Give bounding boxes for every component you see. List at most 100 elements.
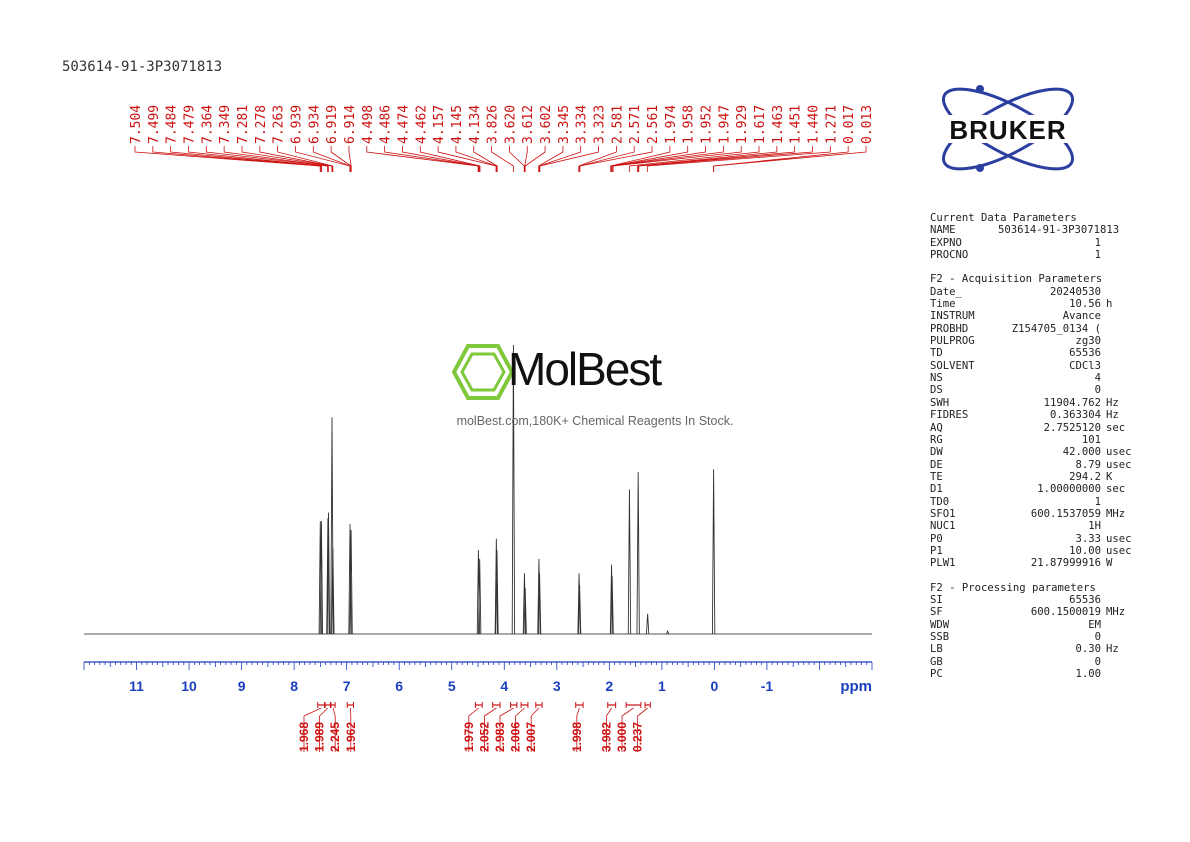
x-tick-label: 5: [448, 678, 456, 694]
peak-label: 1.440: [638, 105, 822, 172]
logo-text: BRUKER: [949, 115, 1066, 145]
bruker-logo: BRUKER: [924, 85, 1092, 172]
integral-value: 2.052: [477, 722, 491, 752]
param-row: GB 0: [930, 656, 1150, 668]
peak-label: 1.929: [612, 105, 750, 172]
peak-label: 0.013: [713, 105, 875, 172]
param-key: SI: [930, 593, 943, 606]
param-key: WDW: [930, 618, 950, 631]
param-value: Z154705_0134 (: [1011, 322, 1101, 335]
spectrum-peak: [627, 489, 632, 635]
spectrum-peak: [537, 573, 542, 635]
peak-label: 3.334: [538, 105, 590, 172]
param-unit: [1101, 520, 1106, 532]
param-unit: usec: [1106, 532, 1132, 545]
param-unit: sec: [1106, 421, 1126, 434]
spectrum-peak: [319, 521, 324, 635]
current-params-list: NAME 503614-91-3P3071813 EXPNO 1 PROCNO 1: [930, 224, 1150, 261]
spectrum-peak: [495, 550, 499, 635]
integral-region: 2.245: [328, 702, 342, 752]
peak-label-text: 3.826: [486, 105, 501, 144]
integral-value: 2.007: [524, 722, 538, 752]
peak-label-text: 4.498: [361, 105, 376, 144]
spectrum-peak: [577, 584, 582, 635]
param-value: 2.7525120: [1043, 421, 1101, 434]
sample-name: 503614-91-3P3071813: [62, 59, 223, 75]
spectrum-peak: [645, 613, 650, 635]
x-tick-label: -1: [761, 678, 774, 694]
peak-label-text: 1.974: [664, 105, 679, 144]
peak-label: 4.134: [468, 105, 498, 172]
param-row: PULPROG zg30: [930, 335, 1150, 347]
integral-group: 1.968 1.989 2.245 1.962 1.979 2.052 2.983 2.006…: [297, 702, 651, 752]
param-value: 10.56: [1069, 298, 1101, 311]
x-tick-label: 11: [129, 678, 144, 694]
peak-label-text: 3.620: [503, 105, 518, 144]
peak-label: 1.947: [611, 105, 732, 172]
param-row: WDW EM: [930, 619, 1150, 631]
spectrum-peak: [331, 547, 335, 635]
peak-label-text: 7.364: [200, 105, 215, 144]
peak-label: 4.486: [379, 105, 480, 172]
param-key: D1: [930, 483, 943, 496]
integral-region: 1.968: [297, 702, 326, 752]
peak-label-text: 6.934: [307, 105, 322, 144]
param-unit: [1101, 224, 1106, 236]
param-key: TD0: [930, 495, 950, 508]
param-key: AQ: [930, 421, 943, 434]
param-unit: [1101, 372, 1106, 384]
spectrum-peak: [609, 564, 614, 635]
peak-label: 7.364: [200, 105, 328, 172]
acquisition-parameters-panel: Current Data Parameters NAME 503614-91-3P…: [930, 212, 1150, 680]
param-row: SSB 0: [930, 631, 1150, 643]
x-tick-label: 4: [500, 678, 508, 694]
peak-label: 4.474: [396, 105, 480, 172]
param-unit: [1101, 323, 1106, 335]
processing-params-list: SI 65536 SF 600.1500019 MHz WDW EM SSB 0 LB 0.30 Hz…: [930, 594, 1150, 680]
peak-label: 3.323: [539, 105, 608, 172]
param-row: P1 10.00 usec: [930, 545, 1150, 557]
param-unit: [1101, 347, 1106, 359]
param-unit: h: [1106, 298, 1113, 311]
x-tick-label: 2: [605, 678, 613, 694]
param-value: 0: [1094, 384, 1101, 397]
param-unit: Hz: [1106, 409, 1119, 422]
param-value: 0.30: [1075, 643, 1101, 656]
peak-label-text: 7.484: [165, 105, 180, 144]
param-row: PROBHD Z154705_0134 (: [930, 323, 1150, 335]
integral-value: 0.237: [631, 722, 645, 752]
peak-label-text: 1.463: [771, 105, 786, 144]
param-unit: [1101, 668, 1106, 680]
peak-label-text: 6.939: [289, 105, 304, 144]
processing-params-title: F2 - Processing parameters: [930, 581, 1096, 594]
peak-label: 7.263: [272, 105, 334, 172]
param-row: SOLVENT CDCl3: [930, 360, 1150, 372]
spectrum-peak: [478, 558, 482, 635]
peak-label-text: 4.474: [396, 105, 411, 144]
param-key: P1: [930, 544, 943, 557]
atom-orbit-icon: [941, 85, 1075, 172]
param-value: 1: [1094, 249, 1101, 262]
spectrum-peak: [666, 629, 670, 635]
integral-region: 2.052: [477, 702, 501, 752]
peak-label: 1.271: [647, 105, 839, 172]
param-value: 600.1500019: [1030, 606, 1101, 619]
param-key: INSTRUM: [930, 310, 975, 323]
integral-region: 1.962: [344, 702, 358, 752]
param-row: RG 101: [930, 434, 1150, 446]
param-value: zg30: [1075, 335, 1101, 348]
peak-label-text: 1.958: [682, 105, 697, 144]
integral-value: 2.245: [328, 722, 342, 752]
peak-label: 2.571: [578, 105, 643, 172]
watermark-brand-name: MolBest: [508, 343, 662, 395]
peak-label: 6.914: [343, 105, 358, 172]
param-key: DE: [930, 458, 943, 471]
param-unit: usec: [1106, 458, 1132, 471]
param-key: TE: [930, 470, 943, 483]
peak-label: 3.612: [521, 105, 536, 172]
param-key: Date_: [930, 285, 962, 298]
param-key: NUC1: [930, 520, 956, 533]
peak-label: 4.462: [414, 105, 481, 172]
param-row: PC 1.00: [930, 668, 1150, 680]
param-value: 1.00000000: [1037, 483, 1101, 496]
